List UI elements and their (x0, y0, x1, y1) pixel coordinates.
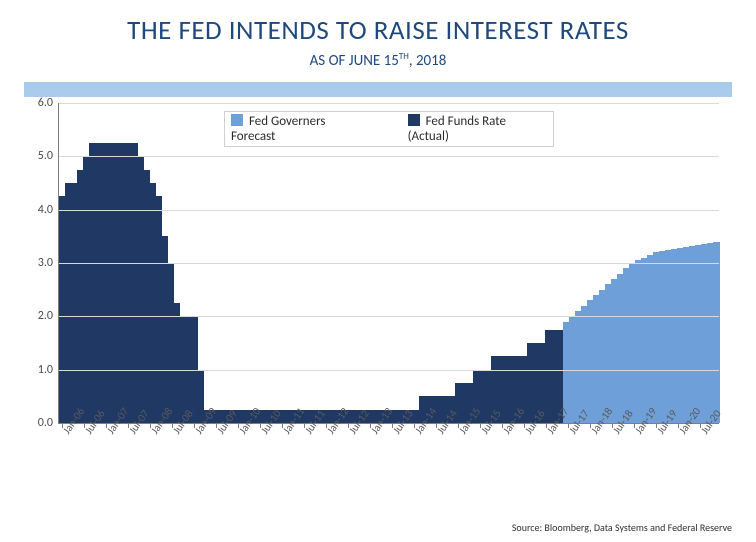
y-axis-label: 6.0 (38, 96, 53, 110)
source-citation: Source: Bloomberg, Data Systems and Fede… (512, 521, 732, 534)
y-axis-label: 0.0 (38, 416, 53, 430)
chart-title: THE FED INTENDS TO RAISE INTEREST RATES (24, 14, 732, 47)
bars-layer (59, 103, 719, 423)
bar (713, 242, 720, 423)
subtitle-suffix: , 2018 (409, 52, 447, 70)
legend-label-forecast: Fed Governers Forecast (231, 114, 325, 144)
legend-swatch-forecast (231, 114, 243, 126)
subtitle-prefix: AS OF JUNE 15 (310, 52, 399, 70)
chart: Fed Governers Forecast Fed Funds Rate (A… (58, 103, 722, 424)
legend: Fed Governers Forecast Fed Funds Rate (A… (224, 111, 554, 147)
header-accent-bar (24, 82, 732, 97)
y-axis-label: 2.0 (38, 309, 53, 323)
plot-area: Fed Governers Forecast Fed Funds Rate (A… (58, 103, 719, 424)
y-axis-label: 1.0 (38, 363, 53, 377)
legend-item-forecast: Fed Governers Forecast (231, 114, 370, 144)
subtitle-super: TH (399, 51, 409, 62)
legend-label-actual: Fed Funds Rate (Actual) (408, 114, 506, 144)
page: THE FED INTENDS TO RAISE INTEREST RATES … (0, 0, 756, 542)
legend-item-actual: Fed Funds Rate (Actual) (408, 114, 547, 144)
y-axis-label: 3.0 (38, 256, 53, 270)
x-axis-labels: Jan-06Jul-06Jan-07Jul-07Jan-08Jul-08Jan-… (59, 423, 719, 495)
chart-subtitle: AS OF JUNE 15TH, 2018 (24, 51, 732, 70)
y-axis-label: 4.0 (38, 203, 53, 217)
y-axis-label: 5.0 (38, 149, 53, 163)
legend-swatch-actual (408, 114, 420, 126)
